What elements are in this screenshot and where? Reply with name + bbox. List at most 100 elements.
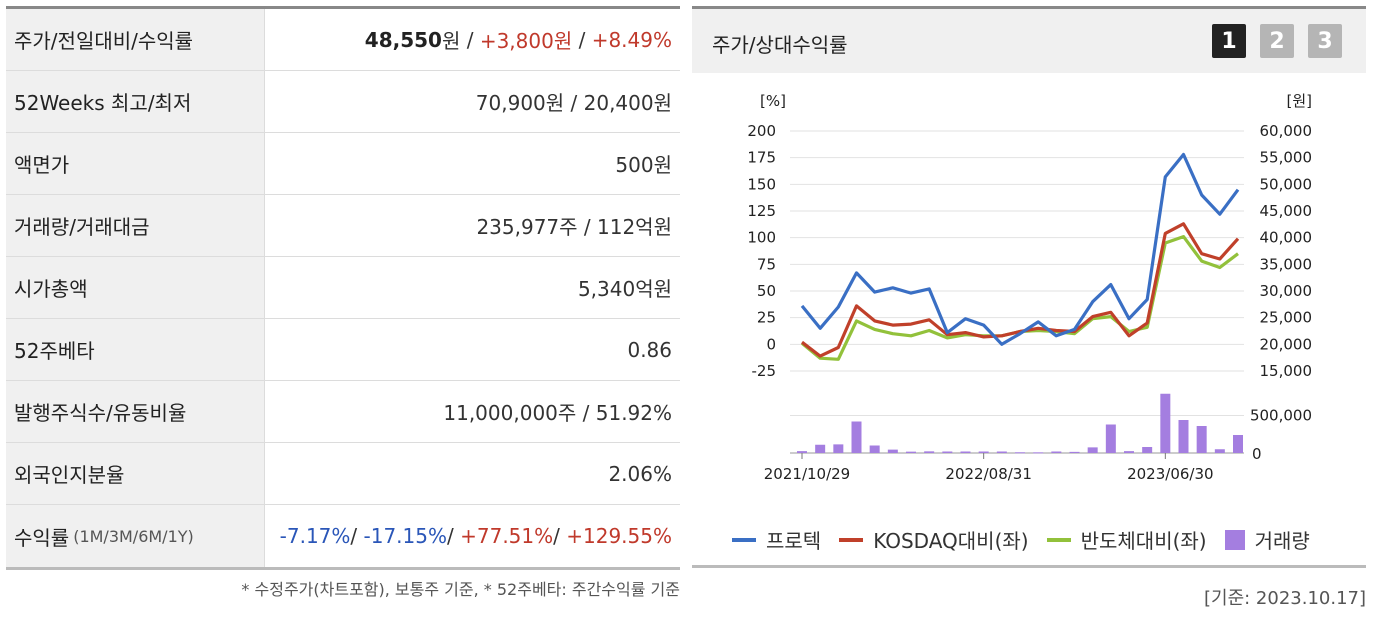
price-value: 48,550 원 / +3,800원 / +8.49% [265,9,680,70]
left-axis-unit: [%] [760,92,786,110]
volume-bar [1178,420,1189,453]
basis-date: [기준: 2023.10.17] [1203,588,1366,609]
volume-bar [906,451,916,453]
y-tick-label: 175 [747,149,776,167]
y-right-tick-label: 30,000 [1260,282,1313,300]
chart-title: 주가/상대수익률 [712,33,848,57]
table-row: 거래량/거래대금 235,977주 / 112억원 [6,195,680,257]
row-label: 주가/전일대비/수익률 [6,9,265,70]
y-right-tick-label: 45,000 [1260,202,1313,220]
row-label: 발행주식수/유동비율 [6,381,265,442]
y-tick-label: 200 [747,122,776,140]
legend-swatch [1224,529,1245,550]
y-right-tick-label: 60,000 [1260,122,1313,140]
chart-page-1-button[interactable]: 1 [1212,24,1246,58]
returns-period-label: (1M/3M/6M/1Y) [73,526,194,546]
y-right-tick-label: 25,000 [1260,309,1313,327]
volume-bar [1069,451,1080,453]
volume-bar [1160,393,1171,453]
row-label: 거래량/거래대금 [6,195,265,256]
volume-bar [1105,424,1116,453]
legend-swatch [1046,537,1071,542]
volume-bar [815,444,826,453]
volume-bar [960,451,971,453]
volume-bar [1033,452,1044,454]
x-tick-label: 2023/06/30 [1127,465,1213,483]
row-label: 52주베타 [6,319,265,380]
price-change-rate: +8.49% [591,27,672,52]
row-label: 외국인지분율 [6,443,265,504]
row-label: 액면가 [6,133,265,194]
separator: / [350,524,364,548]
volume-bar [869,445,880,453]
y-tick-label: 125 [747,202,776,220]
legend-label: 반도체대비(좌) [1080,529,1207,553]
legend-label: KOSDAQ대비(좌) [873,529,1029,553]
row-value: 5,340억원 [577,277,672,301]
y-right-tick-label: 40,000 [1260,229,1313,247]
series-line-1 [800,152,1240,346]
y-tick-label: 150 [747,175,776,193]
row-value: 70,900원 / 20,400원 [475,91,672,115]
volume-bar [833,444,844,453]
y-tick-label: 75 [757,255,776,273]
stock-info-table: 주가/전일대비/수익률 48,550 원 / +3,800원 / +8.49% … [6,6,680,570]
table-row: 발행주식수/유동비율 11,000,000주 / 51.92% [6,381,680,443]
separator: / [572,27,592,52]
table-row: 외국인지분율 2.06% [6,443,680,505]
row-value: 2.06% [608,461,672,486]
separator: / [553,524,567,548]
y-tick-label: 100 [747,229,776,247]
volume-tick-label: 500,000 [1250,407,1312,425]
volume-bar [797,451,807,453]
legend-swatch [732,537,756,542]
legend-item: 프로텍 [732,525,821,554]
chart-page-3-button[interactable]: 3 [1308,24,1342,58]
y-right-tick-label: 15,000 [1260,362,1313,380]
volume-bar [1051,451,1062,453]
chart-page-buttons: 1 2 3 [1212,24,1342,58]
returns-label: 수익률 [14,525,70,550]
y-right-tick-label: 55,000 [1260,149,1313,167]
row-label: 52Weeks 최고/최저 [6,71,265,132]
y-tick-label: -25 [752,362,777,380]
volume-bar [1214,449,1225,453]
legend-label: 프로텍 [766,529,822,553]
won-unit: 원 [441,29,461,53]
volume-bar [851,421,862,453]
y-right-tick-label: 20,000 [1260,335,1313,353]
chart-page-2-button[interactable]: 2 [1260,24,1294,58]
legend-item: KOSDAQ대비(좌) [839,525,1029,554]
price-change: +3,800원 [479,29,573,53]
separator: / [447,524,461,548]
legend-item: 반도체대비(좌) [1046,525,1207,554]
separator: / [460,27,480,52]
y-tick-label: 25 [757,309,776,327]
chart-legend: 프로텍 KOSDAQ대비(좌) 반도체대비(좌) 거래량 [732,525,1328,554]
y-right-tick-label: 35,000 [1260,255,1313,273]
row-label: 수익률 (1M/3M/6M/1Y) [6,505,265,567]
current-price: 48,550 [364,27,442,52]
returns-value: -7.17% / -17.15% / +77.51% / +129.55% [265,505,680,567]
volume-bar [1087,447,1098,453]
volume-bar [978,451,989,453]
legend-item: 거래량 [1224,525,1310,554]
volume-bar [1124,451,1134,453]
row-value: 11,000,000주 / 51.92% [443,401,672,425]
y-right-tick-label: 50,000 [1260,175,1313,193]
volume-bar [1196,426,1207,453]
volume-tick-label: 0 [1252,445,1262,463]
table-row: 주가/전일대비/수익률 48,550 원 / +3,800원 / +8.49% [6,9,680,71]
volume-bar [942,451,953,453]
volume-bar [1015,452,1025,454]
volume-bar [996,451,1007,453]
return-1y: +129.55% [566,524,672,548]
table-row: 액면가 500원 [6,133,680,195]
x-tick-label: 2022/08/31 [945,465,1031,483]
volume-bar [924,451,935,453]
y-tick-label: 0 [766,335,776,353]
y-tick-label: 50 [757,282,776,300]
volume-bar [1233,435,1243,453]
row-value: 235,977주 / 112억원 [476,215,672,239]
footnote: * 수정주가(차트포함), 보통주 기준, * 52주베타: 주간수익률 기준 [241,580,680,599]
